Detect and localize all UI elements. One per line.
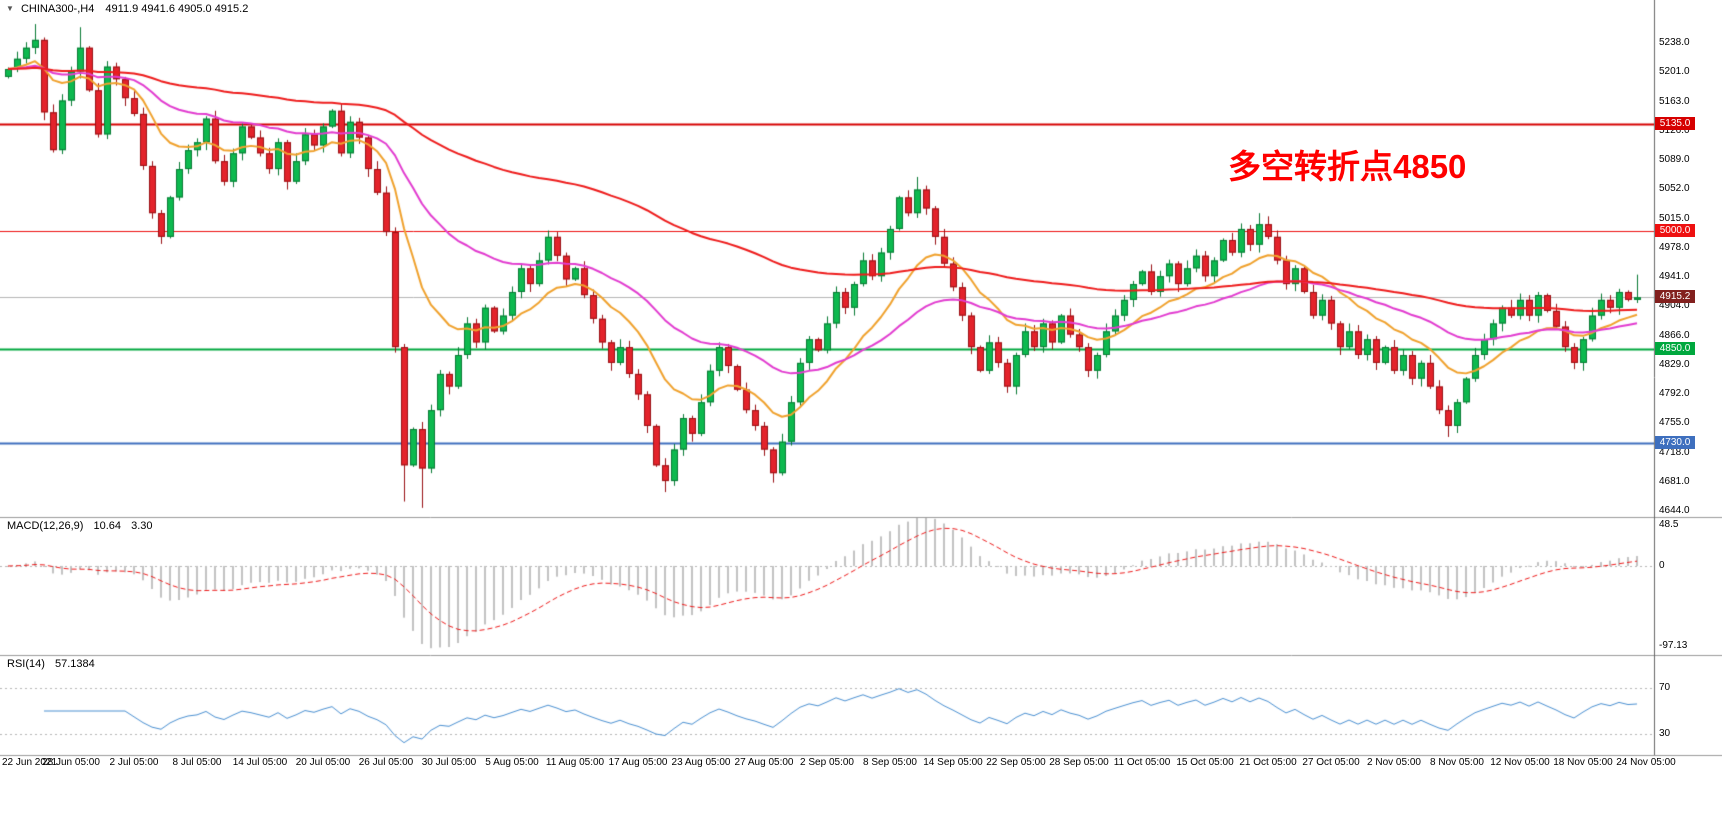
macd-axis-zero: 0: [1659, 559, 1665, 571]
ohlc-values: 4911.9 4941.6 4905.0 4915.2: [105, 3, 249, 15]
current-price-tag: 4915.2: [1655, 290, 1695, 304]
symbol-period-label: CHINA300-,H4: [20, 3, 95, 15]
price-axis-label: 4941.0: [1659, 271, 1690, 282]
price-axis-label: 4681.0: [1659, 475, 1690, 487]
rsi-axis-70: 70: [1659, 682, 1671, 693]
price-axis-label: 5015.0: [1659, 212, 1690, 224]
annotation-text[interactable]: 多空转折点4850: [1228, 148, 1467, 185]
rsi-indicator-label: RSI(14) 57.1384: [7, 658, 95, 670]
macd-value-1: 10.64: [93, 520, 122, 532]
time-axis-label: 8 Nov 05:00: [1430, 757, 1484, 768]
time-axis-label: 27 Aug 05:00: [734, 757, 794, 768]
price-axis-label: 5163.0: [1659, 95, 1690, 107]
price-axis-label: 5052.0: [1659, 183, 1690, 195]
time-axis-label: 22 Sep 05:00: [986, 757, 1046, 768]
price-axis-label: 4978.0: [1659, 241, 1690, 253]
time-axis-label: 2 Jul 05:00: [109, 757, 159, 768]
time-axis-label: 28 Sep 05:00: [1049, 757, 1109, 768]
macd-axis-max: 48.5: [1659, 519, 1679, 530]
price-level-tag: 5000.0: [1655, 223, 1695, 237]
time-axis-label: 22 Jun 2021: [2, 757, 58, 768]
time-axis-label: 27 Oct 05:00: [1302, 757, 1360, 768]
macd-indicator-label: MACD(12,26,9) 10.64 3.30: [7, 520, 153, 532]
time-axis-label: 24 Nov 05:00: [1616, 757, 1676, 768]
time-axis-label: 12 Nov 05:00: [1490, 757, 1550, 768]
price-axis-label: 5089.0: [1659, 154, 1690, 165]
time-axis-label: 26 Jul 05:00: [358, 757, 414, 768]
time-axis-label: 21 Oct 05:00: [1239, 757, 1297, 768]
time-axis-label: 28 Jun 05:00: [42, 757, 100, 768]
price-axis-label: 4644.0: [1659, 505, 1690, 516]
time-axis-label: 8 Jul 05:00: [172, 757, 222, 768]
time-axis-label: 17 Aug 05:00: [608, 757, 668, 768]
time-axis-label: 8 Sep 05:00: [863, 757, 917, 768]
time-axis-label: 23 Aug 05:00: [671, 757, 731, 768]
time-axis-label: 15 Oct 05:00: [1176, 757, 1234, 768]
time-axis-label: 20 Jul 05:00: [295, 757, 351, 768]
macd-axis-min: -97.13: [1659, 640, 1688, 651]
time-axis-label: 2 Sep 05:00: [800, 757, 854, 768]
time-axis-label: 14 Jul 05:00: [232, 757, 288, 768]
price-axis-label: 5126.0: [1659, 124, 1690, 136]
price-axis-label: 5201.0: [1659, 66, 1690, 78]
macd-name: MACD(12,26,9): [7, 520, 84, 532]
time-axis-label: 5 Aug 05:00: [485, 757, 539, 768]
time-axis-label: 18 Nov 05:00: [1553, 757, 1613, 768]
price-axis-label: 5238.0: [1659, 37, 1690, 48]
rsi-axis-30: 30: [1659, 728, 1671, 739]
collapse-icon[interactable]: ▼: [6, 4, 14, 13]
time-axis-label: 30 Jul 05:00: [421, 757, 477, 768]
macd-value-2: 3.30: [131, 520, 153, 532]
price-level-tag: 4730.0: [1655, 436, 1695, 450]
rsi-value: 57.1384: [54, 658, 95, 670]
time-axis-label: 11 Aug 05:00: [545, 757, 605, 768]
price-axis-label: 4755.0: [1659, 417, 1690, 429]
time-axis-label: 2 Nov 05:00: [1367, 757, 1421, 768]
price-axis-label: 4718.0: [1659, 446, 1690, 458]
price-axis-label: 4829.0: [1659, 358, 1690, 370]
price-axis-label: 4904.0: [1659, 300, 1690, 312]
price-axis-label: 4792.0: [1659, 388, 1690, 399]
price-axis-label: 4866.0: [1659, 329, 1690, 341]
chart-title: ▼ CHINA300-,H4 4911.9 4941.6 4905.0 4915…: [6, 3, 256, 15]
price-level-tag: 4850.0: [1655, 341, 1695, 355]
rsi-name: RSI(14): [7, 658, 45, 670]
price-level-tag: 5135.0: [1655, 117, 1695, 131]
time-axis-label: 14 Sep 05:00: [923, 757, 983, 768]
time-axis-label: 11 Oct 05:00: [1113, 757, 1171, 768]
